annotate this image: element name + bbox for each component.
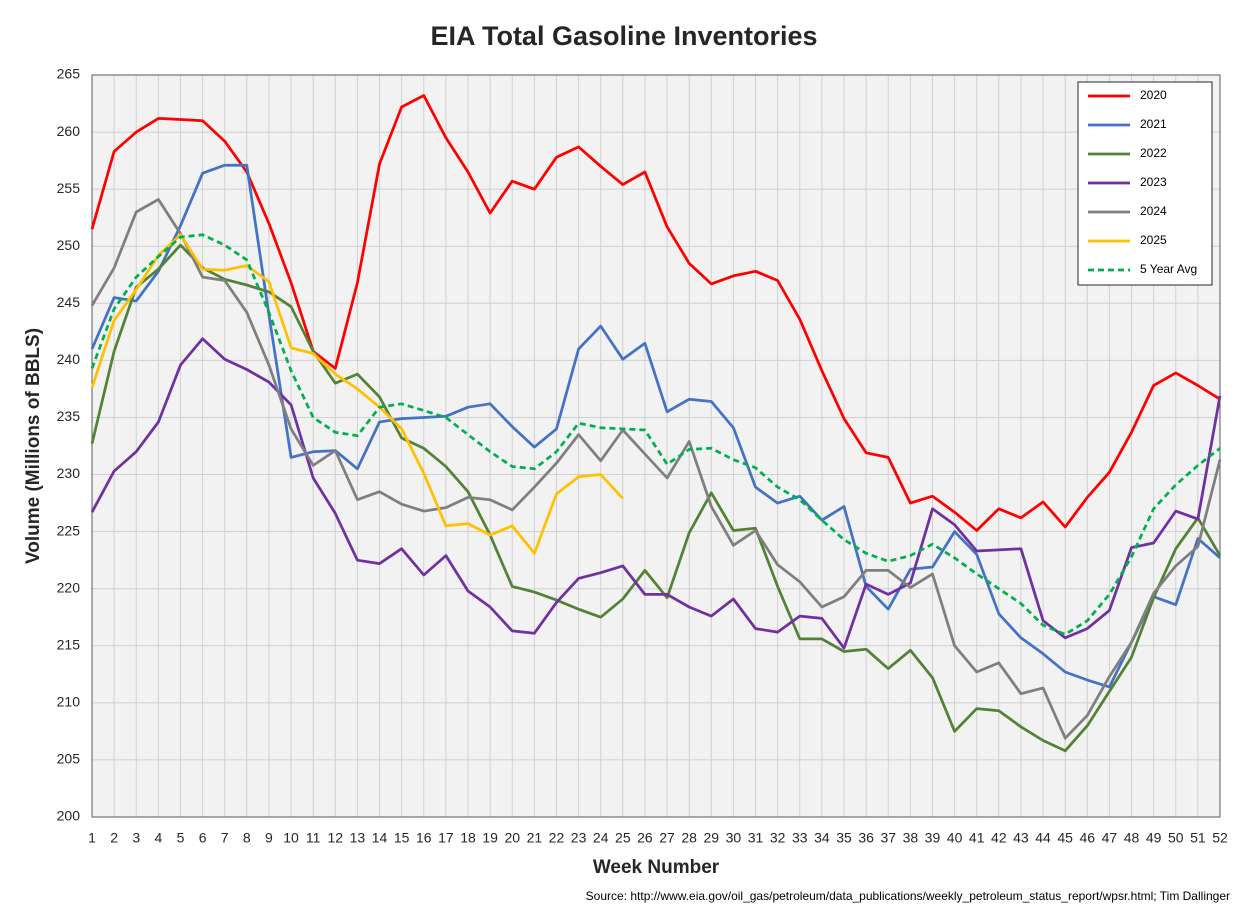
x-tick-label: 18 xyxy=(460,830,476,846)
x-tick-label: 33 xyxy=(792,830,808,846)
x-tick-label: 36 xyxy=(858,830,874,846)
y-tick-label: 230 xyxy=(57,465,81,481)
legend-label: 2025 xyxy=(1140,233,1167,247)
x-tick-label: 51 xyxy=(1190,830,1206,846)
x-tick-label: 5 xyxy=(177,830,185,846)
x-tick-label: 42 xyxy=(991,830,1007,846)
x-tick-label: 24 xyxy=(593,830,609,846)
x-tick-label: 25 xyxy=(615,830,631,846)
x-tick-label: 29 xyxy=(704,830,720,846)
x-tick-label: 4 xyxy=(154,830,162,846)
y-tick-label: 215 xyxy=(57,636,81,652)
plot-border xyxy=(91,74,1221,818)
y-tick-label: 205 xyxy=(57,751,81,767)
y-axis-label: Volume (Millions of BBLS) xyxy=(23,328,44,564)
y-tick-label: 260 xyxy=(57,123,81,139)
x-tick-label: 45 xyxy=(1057,830,1073,846)
legend-label: 2024 xyxy=(1140,204,1167,218)
legend-label: 5 Year Avg xyxy=(1140,262,1197,276)
y-tick-label: 250 xyxy=(57,237,81,253)
x-tick-label: 41 xyxy=(969,830,985,846)
y-tick-label: 225 xyxy=(57,522,81,538)
x-tick-label: 26 xyxy=(637,830,653,846)
x-tick-label: 22 xyxy=(549,830,565,846)
x-tick-label: 11 xyxy=(306,830,321,846)
x-tick-label: 27 xyxy=(659,830,675,846)
legend-label: 2022 xyxy=(1140,146,1167,160)
x-tick-label: 37 xyxy=(880,830,896,846)
x-tick-label: 35 xyxy=(836,830,852,846)
x-tick-label: 32 xyxy=(770,830,786,846)
x-tick-label: 52 xyxy=(1212,830,1228,846)
x-tick-label: 28 xyxy=(681,830,697,846)
x-tick-label: 1 xyxy=(88,830,96,846)
series-line xyxy=(90,94,1221,532)
series-line xyxy=(90,163,1221,689)
y-tick-label: 240 xyxy=(57,351,81,367)
x-tick-label: 9 xyxy=(265,830,273,846)
x-axis-label: Week Number xyxy=(593,857,720,878)
x-tick-label: 44 xyxy=(1035,830,1051,846)
series-line xyxy=(90,198,1222,740)
x-tick-label: 21 xyxy=(527,830,543,846)
y-tick-label: 235 xyxy=(57,408,81,424)
x-tick-label: 46 xyxy=(1080,830,1096,846)
chart-title: EIA Total Gasoline Inventories xyxy=(430,21,817,51)
series-line xyxy=(90,243,1222,753)
x-tick-label: 30 xyxy=(726,830,742,846)
x-tick-label: 8 xyxy=(243,830,251,846)
x-tick-label: 16 xyxy=(416,830,432,846)
x-tick-label: 34 xyxy=(814,830,830,846)
source-note: Source: http://www.eia.gov/oil_gas/petro… xyxy=(586,889,1230,903)
x-tick-label: 50 xyxy=(1168,830,1184,846)
y-tick-label: 255 xyxy=(57,180,81,196)
legend-label: 2021 xyxy=(1140,117,1167,131)
x-tick-label: 48 xyxy=(1124,830,1140,846)
x-tick-label: 3 xyxy=(132,830,140,846)
x-tick-label: 38 xyxy=(903,830,919,846)
y-tick-label: 200 xyxy=(57,808,81,824)
y-tick-label: 265 xyxy=(57,66,81,82)
legend-label: 2023 xyxy=(1140,175,1167,189)
y-tick-label: 245 xyxy=(57,294,81,310)
series-line xyxy=(90,233,1221,636)
x-tick-label: 23 xyxy=(571,830,587,846)
series-line xyxy=(90,233,624,555)
x-tick-label: 20 xyxy=(504,830,520,846)
x-tick-label: 10 xyxy=(283,830,299,846)
x-tick-label: 49 xyxy=(1146,830,1162,846)
x-tick-label: 31 xyxy=(748,830,764,846)
x-tick-label: 12 xyxy=(328,830,344,846)
x-tick-label: 2 xyxy=(110,830,118,846)
x-tick-label: 39 xyxy=(925,830,941,846)
y-tick-label: 220 xyxy=(57,579,81,595)
x-tick-label: 6 xyxy=(199,830,207,846)
x-tick-label: 13 xyxy=(350,830,366,846)
x-tick-label: 47 xyxy=(1102,830,1118,846)
x-tick-label: 17 xyxy=(438,830,454,846)
x-tick-label: 19 xyxy=(482,830,498,846)
x-tick-label: 14 xyxy=(372,830,388,846)
x-tick-label: 43 xyxy=(1013,830,1029,846)
legend-label: 2020 xyxy=(1140,88,1167,102)
y-tick-label: 210 xyxy=(57,694,81,710)
x-tick-label: 40 xyxy=(947,830,963,846)
x-tick-label: 15 xyxy=(394,830,410,846)
x-tick-label: 7 xyxy=(221,830,229,846)
